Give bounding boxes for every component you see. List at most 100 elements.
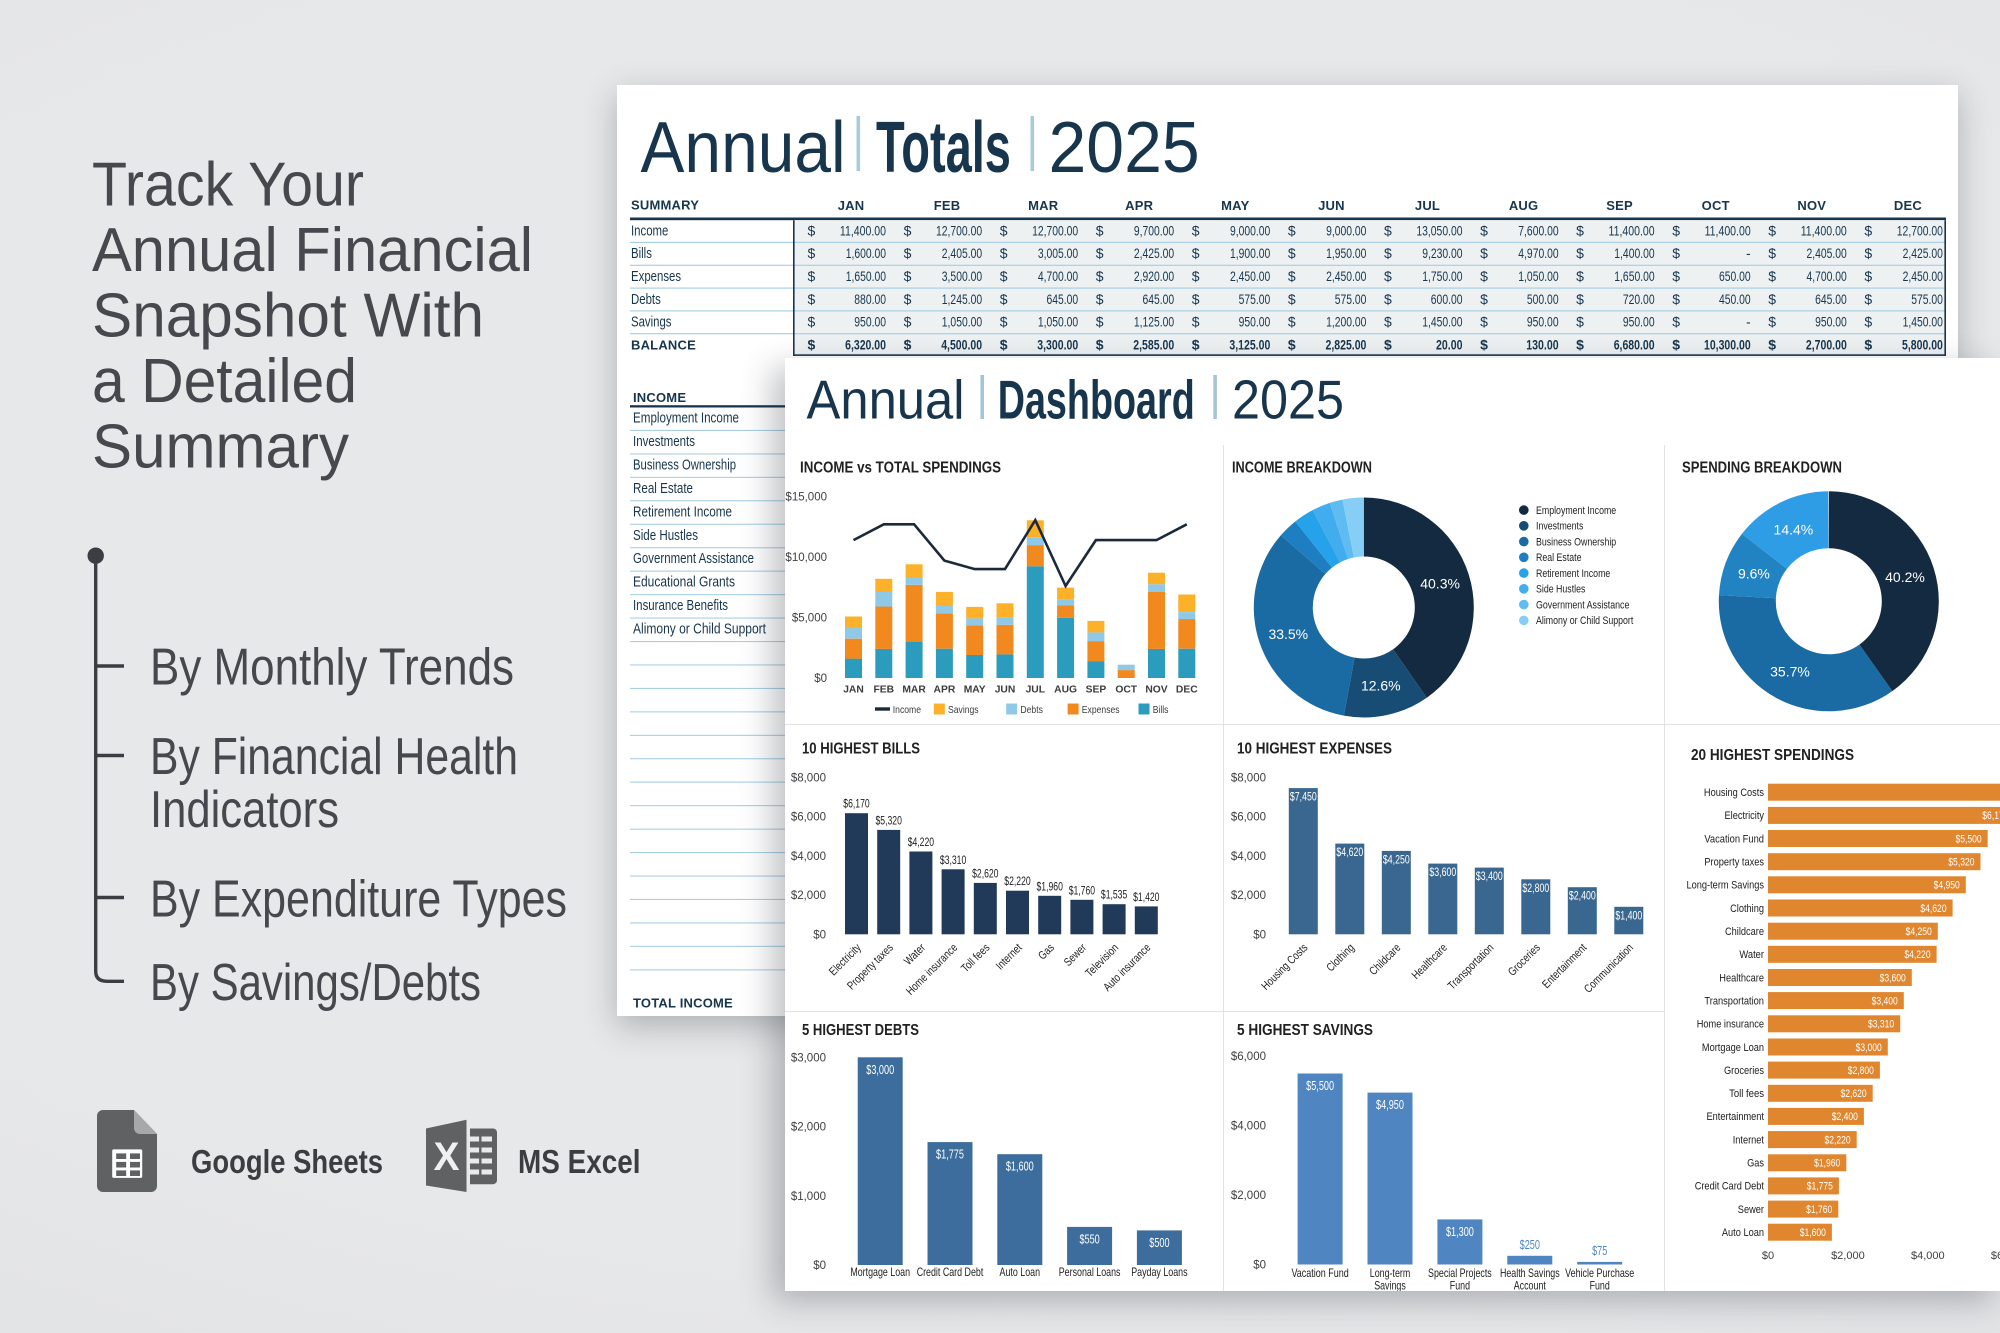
svg-text:BALANCE: BALANCE	[631, 337, 696, 352]
svg-text:X: X	[434, 1135, 460, 1179]
svg-text:1,450.00: 1,450.00	[1422, 314, 1462, 330]
svg-text:$: $	[1864, 314, 1872, 330]
svg-text:$: $	[1864, 268, 1872, 284]
svg-text:$5,320: $5,320	[876, 815, 902, 827]
svg-text:3,005.00: 3,005.00	[1038, 245, 1078, 261]
svg-text:$3,310: $3,310	[940, 855, 966, 867]
svg-text:Toll fees: Toll fees	[959, 942, 992, 975]
svg-text:$75: $75	[1592, 1244, 1607, 1258]
svg-text:Government Assistance: Government Assistance	[1536, 599, 1629, 611]
svg-text:$5,500: $5,500	[1306, 1079, 1334, 1093]
svg-text:$: $	[1384, 337, 1392, 353]
svg-text:$4,000: $4,000	[1231, 1121, 1266, 1133]
svg-text:2,920.00: 2,920.00	[1134, 268, 1174, 284]
svg-text:$: $	[1480, 337, 1488, 353]
svg-text:950.00: 950.00	[1815, 314, 1847, 330]
svg-text:Clothing: Clothing	[1325, 942, 1357, 974]
svg-text:Vehicle Purchase: Vehicle Purchase	[1565, 1266, 1634, 1280]
svg-text:Electricity: Electricity	[1725, 810, 1765, 822]
svg-text:$: $	[1576, 291, 1584, 307]
svg-text:9.6%: 9.6%	[1738, 565, 1770, 581]
svg-text:$: $	[1096, 222, 1104, 238]
svg-text:Special Projects: Special Projects	[1428, 1266, 1492, 1280]
svg-text:$6,000: $6,000	[791, 812, 826, 824]
svg-text:Fund: Fund	[1590, 1278, 1610, 1291]
svg-text:TOTAL INCOME: TOTAL INCOME	[633, 996, 733, 1011]
svg-text:$: $	[1480, 245, 1488, 261]
svg-text:FEB: FEB	[873, 685, 894, 696]
svg-text:2,450.00: 2,450.00	[1326, 268, 1366, 284]
svg-text:$0: $0	[813, 929, 826, 941]
svg-text:950.00: 950.00	[854, 314, 886, 330]
svg-text:2025: 2025	[1232, 369, 1344, 431]
svg-text:$3,000: $3,000	[1856, 1042, 1882, 1054]
svg-text:575.00: 575.00	[1911, 291, 1943, 307]
svg-text:650.00: 650.00	[1719, 268, 1751, 284]
svg-text:$: $	[808, 245, 816, 261]
svg-text:Snapshot With: Snapshot With	[92, 281, 484, 350]
svg-text:Expenses: Expenses	[1082, 704, 1120, 716]
svg-text:Healthcare: Healthcare	[1719, 972, 1764, 984]
svg-text:$1,960: $1,960	[1814, 1158, 1840, 1170]
svg-text:$2,000: $2,000	[791, 890, 826, 902]
svg-text:Gas: Gas	[1036, 942, 1057, 963]
svg-text:$2,400: $2,400	[1832, 1111, 1858, 1123]
svg-text:Business Ownership: Business Ownership	[1536, 536, 1616, 548]
svg-text:$1,000: $1,000	[791, 1191, 826, 1203]
svg-text:$: $	[1672, 314, 1680, 330]
svg-text:Healthcare: Healthcare	[1410, 942, 1450, 982]
svg-text:Expenses: Expenses	[631, 268, 681, 285]
svg-text:Personal Loans: Personal Loans	[1059, 1265, 1121, 1279]
svg-text:$5,000: $5,000	[792, 613, 827, 625]
svg-text:6,320.00: 6,320.00	[845, 337, 886, 353]
svg-text:4,970.00: 4,970.00	[1518, 245, 1558, 261]
svg-text:Long-term: Long-term	[1370, 1266, 1411, 1280]
svg-text:$: $	[1096, 337, 1104, 353]
svg-text:$3,600: $3,600	[1880, 972, 1906, 984]
svg-text:JAN: JAN	[843, 685, 864, 696]
svg-text:$: $	[1576, 245, 1584, 261]
svg-text:Side Hustles: Side Hustles	[1536, 584, 1586, 596]
svg-text:$2,400: $2,400	[1569, 889, 1596, 903]
svg-text:Savings: Savings	[1374, 1278, 1406, 1291]
svg-text:$: $	[808, 268, 816, 284]
svg-text:$: $	[808, 314, 816, 330]
svg-text:Real Estate: Real Estate	[1536, 552, 1582, 564]
svg-text:Investments: Investments	[1536, 521, 1584, 533]
svg-text:Gas: Gas	[1747, 1158, 1764, 1170]
svg-text:Indicators: Indicators	[150, 781, 339, 839]
svg-text:$15,000: $15,000	[785, 492, 827, 504]
svg-text:$: $	[1768, 268, 1776, 284]
svg-text:Home insurance: Home insurance	[1697, 1019, 1764, 1031]
svg-text:AUG: AUG	[1054, 685, 1077, 696]
svg-text:INCOME BREAKDOWN: INCOME BREAKDOWN	[1232, 460, 1372, 477]
svg-text:$550: $550	[1079, 1232, 1099, 1246]
svg-text:Bills: Bills	[631, 245, 652, 262]
svg-text:$: $	[904, 245, 912, 261]
svg-text:9,000.00: 9,000.00	[1326, 222, 1366, 238]
svg-text:$4,250: $4,250	[1906, 926, 1932, 938]
svg-text:-: -	[1746, 314, 1751, 330]
svg-text:2,450.00: 2,450.00	[1903, 268, 1943, 284]
svg-text:$: $	[1288, 337, 1296, 353]
svg-text:$: $	[1384, 291, 1392, 307]
svg-text:Clothing: Clothing	[1730, 903, 1764, 915]
svg-text:$: $	[1000, 291, 1008, 307]
svg-text:1,650.00: 1,650.00	[1614, 268, 1654, 284]
svg-text:720.00: 720.00	[1623, 291, 1655, 307]
svg-text:4,500.00: 4,500.00	[941, 337, 982, 353]
svg-text:$: $	[1672, 291, 1680, 307]
svg-text:$: $	[904, 222, 912, 238]
svg-text:2,425.00: 2,425.00	[1134, 245, 1174, 261]
svg-text:Debts: Debts	[631, 291, 661, 308]
svg-text:$: $	[1576, 268, 1584, 284]
svg-text:1,650.00: 1,650.00	[846, 268, 886, 284]
svg-text:Retirement Income: Retirement Income	[1536, 568, 1610, 580]
svg-text:$3,310: $3,310	[1868, 1019, 1894, 1031]
svg-text:14.4%: 14.4%	[1774, 522, 1814, 538]
svg-text:$: $	[1864, 222, 1872, 238]
svg-text:5 HIGHEST DEBTS: 5 HIGHEST DEBTS	[802, 1022, 919, 1039]
svg-text:NOV: NOV	[1145, 685, 1167, 696]
svg-text:Housing Costs: Housing Costs	[1260, 942, 1311, 993]
svg-text:$: $	[1768, 222, 1776, 238]
